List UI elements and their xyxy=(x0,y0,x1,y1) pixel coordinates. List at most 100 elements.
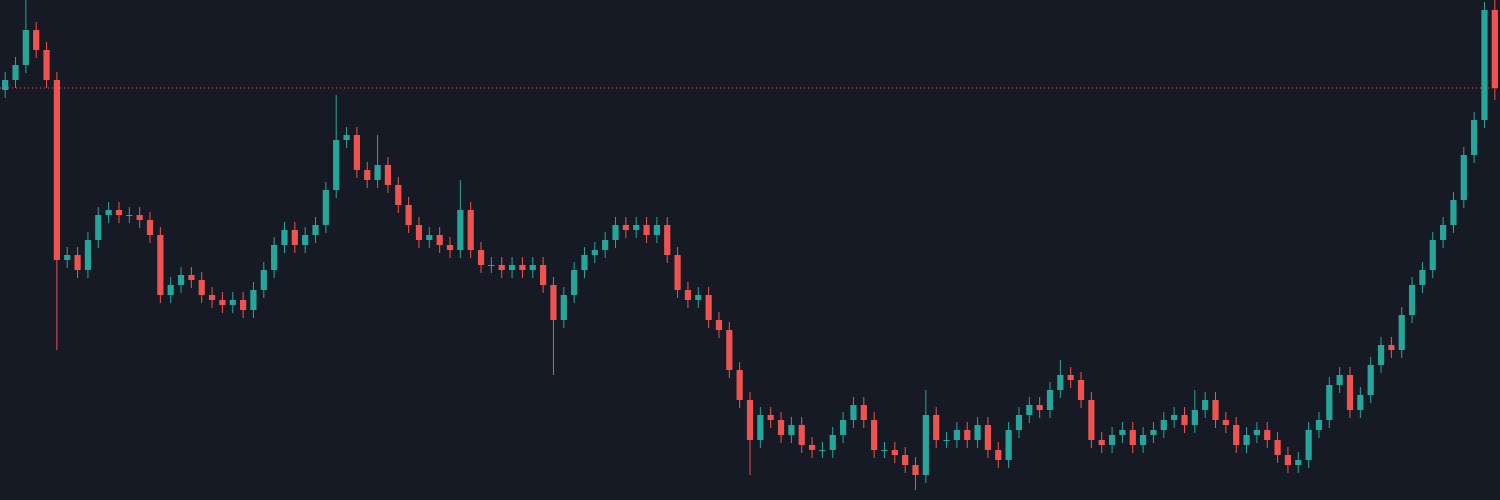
candle-body xyxy=(1315,420,1323,430)
candle-body xyxy=(1098,440,1105,445)
candle-body xyxy=(1243,435,1250,445)
candle-body xyxy=(1222,420,1229,425)
candle-body xyxy=(1015,415,1023,430)
candle-body xyxy=(1295,460,1302,465)
candle-body xyxy=(353,135,360,170)
candle-body xyxy=(446,245,454,250)
candle-body xyxy=(1491,10,1498,88)
candle-body xyxy=(1026,405,1033,415)
candle-body xyxy=(622,225,629,230)
candle-body xyxy=(1067,375,1074,380)
candle-body xyxy=(695,295,702,300)
candle-body xyxy=(22,30,29,65)
candle-body xyxy=(260,270,267,290)
candle-body xyxy=(488,265,495,266)
candle-body xyxy=(322,190,329,225)
candle-body xyxy=(74,255,81,270)
candle-body xyxy=(1212,400,1219,420)
candle-body xyxy=(1140,435,1147,445)
candle-body xyxy=(705,295,712,320)
candle-body xyxy=(395,185,402,205)
candle-body xyxy=(198,280,205,295)
candle-body xyxy=(974,425,981,440)
candle-body xyxy=(860,405,867,420)
candle-body xyxy=(1419,270,1426,285)
candle-body xyxy=(405,205,412,225)
candle-body xyxy=(1077,380,1085,400)
candle-body xyxy=(12,65,19,80)
candle-body xyxy=(736,370,743,400)
candle-body xyxy=(1377,345,1385,365)
candle-body xyxy=(291,230,298,245)
candle-body xyxy=(1191,410,1198,425)
candle-body xyxy=(1088,400,1095,440)
candle-body xyxy=(871,420,878,450)
candle-body xyxy=(1160,420,1167,430)
candle-body xyxy=(374,165,381,180)
candle-body xyxy=(250,290,257,310)
candle-body xyxy=(415,225,423,240)
candle-body xyxy=(653,225,660,235)
candle-body xyxy=(1336,375,1343,385)
candle-body xyxy=(1274,440,1281,455)
candle-body xyxy=(271,245,278,270)
candle-body xyxy=(105,210,112,215)
candle-body xyxy=(457,210,464,250)
candle-body xyxy=(1264,430,1271,440)
candle-body xyxy=(1481,10,1488,120)
candle-body xyxy=(902,455,909,465)
candle-body xyxy=(146,220,154,235)
candle-body xyxy=(953,430,960,440)
candle-body xyxy=(757,415,764,440)
candle-body xyxy=(426,235,433,240)
candle-body xyxy=(1398,315,1405,350)
candle-body xyxy=(1129,430,1136,445)
candle-body xyxy=(726,330,733,370)
candle-body xyxy=(384,165,392,185)
candle-body xyxy=(1471,120,1478,155)
candle-body xyxy=(891,450,898,455)
candle-body xyxy=(1440,225,1447,240)
candle-body xyxy=(1346,375,1354,410)
candle-body xyxy=(229,300,236,305)
candle-body xyxy=(964,430,971,440)
candle-body xyxy=(1357,395,1364,410)
candle-body xyxy=(560,295,567,320)
candle-body xyxy=(208,295,216,300)
candle-body xyxy=(343,135,350,140)
candle-body xyxy=(53,80,60,260)
candle-body xyxy=(912,465,919,475)
candle-body xyxy=(819,450,826,451)
candle-body xyxy=(798,425,805,445)
candle-body xyxy=(436,235,443,245)
candle-body xyxy=(591,250,598,255)
candle-body xyxy=(984,425,992,450)
candle-body xyxy=(1450,200,1457,225)
candle-body xyxy=(1284,455,1292,465)
candle-body xyxy=(126,215,133,216)
candle-body xyxy=(767,415,774,420)
candle-body xyxy=(333,140,340,190)
candle-body xyxy=(788,425,795,435)
candle-body xyxy=(84,240,92,270)
candle-body xyxy=(571,270,578,295)
candle-body xyxy=(1181,415,1188,425)
candle-body xyxy=(467,210,474,250)
candle-body xyxy=(64,255,71,260)
candle-body xyxy=(1150,430,1157,435)
candle-body xyxy=(157,235,164,295)
candle-body xyxy=(881,450,888,451)
candle-body xyxy=(540,265,547,285)
candle-body xyxy=(581,255,588,270)
candle-body xyxy=(219,300,226,305)
candle-body xyxy=(633,225,640,230)
candle-body xyxy=(240,300,247,310)
candle-body xyxy=(808,445,816,450)
candle-body xyxy=(715,320,723,330)
candle-body xyxy=(477,250,485,265)
candle-body xyxy=(602,240,609,250)
candle-body xyxy=(840,420,847,435)
candle-body xyxy=(612,225,619,240)
candle-body xyxy=(519,265,526,270)
